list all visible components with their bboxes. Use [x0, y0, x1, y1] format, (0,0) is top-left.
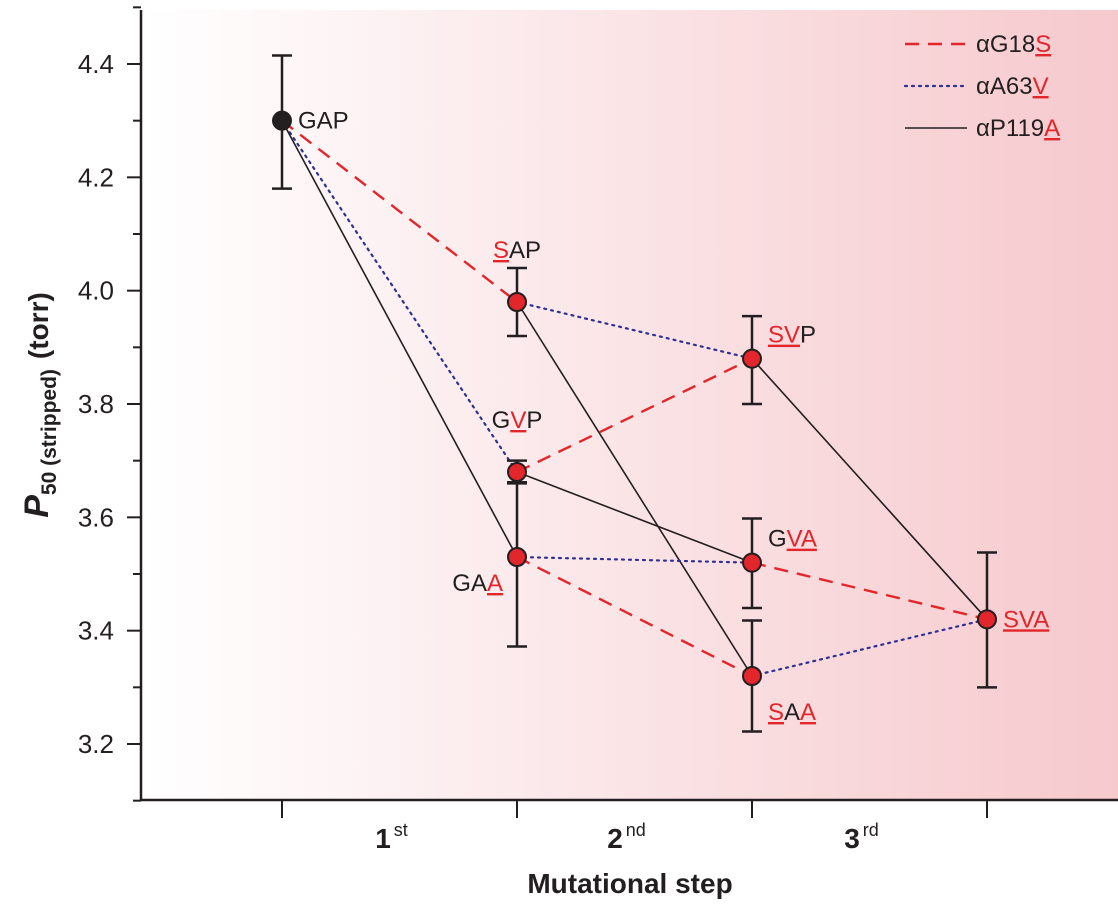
label-GAA: GAA	[452, 570, 503, 597]
point-GVA	[742, 552, 762, 573]
edge-SVP-SVA	[751, 358, 988, 620]
y-tick-label: 3.6	[78, 502, 114, 532]
edge-GVP-GVA	[516, 471, 753, 564]
y-axis-title-unit: (torr)	[23, 292, 54, 359]
edge-SAA-SVA	[750, 618, 989, 678]
point-SAA	[742, 666, 762, 686]
legend-label: αA63V	[976, 73, 1049, 100]
label-GVA: GVA	[768, 526, 817, 553]
edge-GAA-GVA	[515, 555, 754, 564]
label-SVA: SVA	[1003, 606, 1049, 633]
label-SVP: SVP	[768, 322, 816, 349]
y-axis-title: P50 (stripped) (torr)	[18, 292, 61, 518]
plot-background	[141, 10, 1118, 800]
y-axis-title-var: P	[18, 495, 56, 518]
edge-GAP-SAP	[281, 119, 518, 303]
y-tick-label: 4.2	[78, 162, 114, 192]
point-GAA	[507, 547, 527, 567]
legend-item-0: αG18S	[905, 31, 1051, 58]
point-SVA	[977, 609, 997, 630]
legend-label: αG18S	[976, 31, 1051, 58]
legend-item-1: αA63V	[903, 73, 1049, 100]
y-tick-label: 4.4	[78, 49, 114, 79]
edge-GAP-GAA	[281, 120, 518, 558]
y-axis-title-subscript: 50 (stripped)	[38, 369, 61, 495]
label-SAA: SAA	[768, 699, 816, 726]
edge-SAP-SAA	[516, 301, 753, 677]
y-tick-label: 3.8	[78, 389, 114, 419]
point-GVP	[507, 462, 527, 482]
legend-label: αP119A	[976, 115, 1060, 142]
label-SAP: SAP	[493, 237, 541, 264]
edges	[280, 119, 989, 678]
data-points	[272, 110, 997, 686]
label-GVP: GVP	[492, 407, 543, 434]
legend-item-2: αP119A	[905, 115, 1060, 142]
y-tick-label: 3.2	[78, 729, 114, 759]
edge-GAP-GVP	[280, 119, 519, 474]
point-labels: GAP SAP GVP GAA SVP GVA SAA SVA	[298, 108, 1049, 726]
point-SVP	[742, 348, 762, 369]
edge-GVP-SVP	[516, 357, 753, 474]
point-SAP	[507, 292, 527, 312]
y-tick-label: 3.4	[78, 616, 114, 646]
label-GAP: GAP	[298, 108, 349, 135]
point-GAP	[272, 110, 292, 131]
edge-GVA-SVA	[751, 561, 988, 621]
edge-GAA-SAA	[516, 555, 753, 678]
y-tick-label: 4.0	[78, 276, 114, 306]
legend: αG18S αA63V αP119A	[903, 31, 1060, 142]
edge-SAP-SVP	[515, 300, 754, 360]
x-axis-title: Mutational step	[527, 868, 732, 899]
